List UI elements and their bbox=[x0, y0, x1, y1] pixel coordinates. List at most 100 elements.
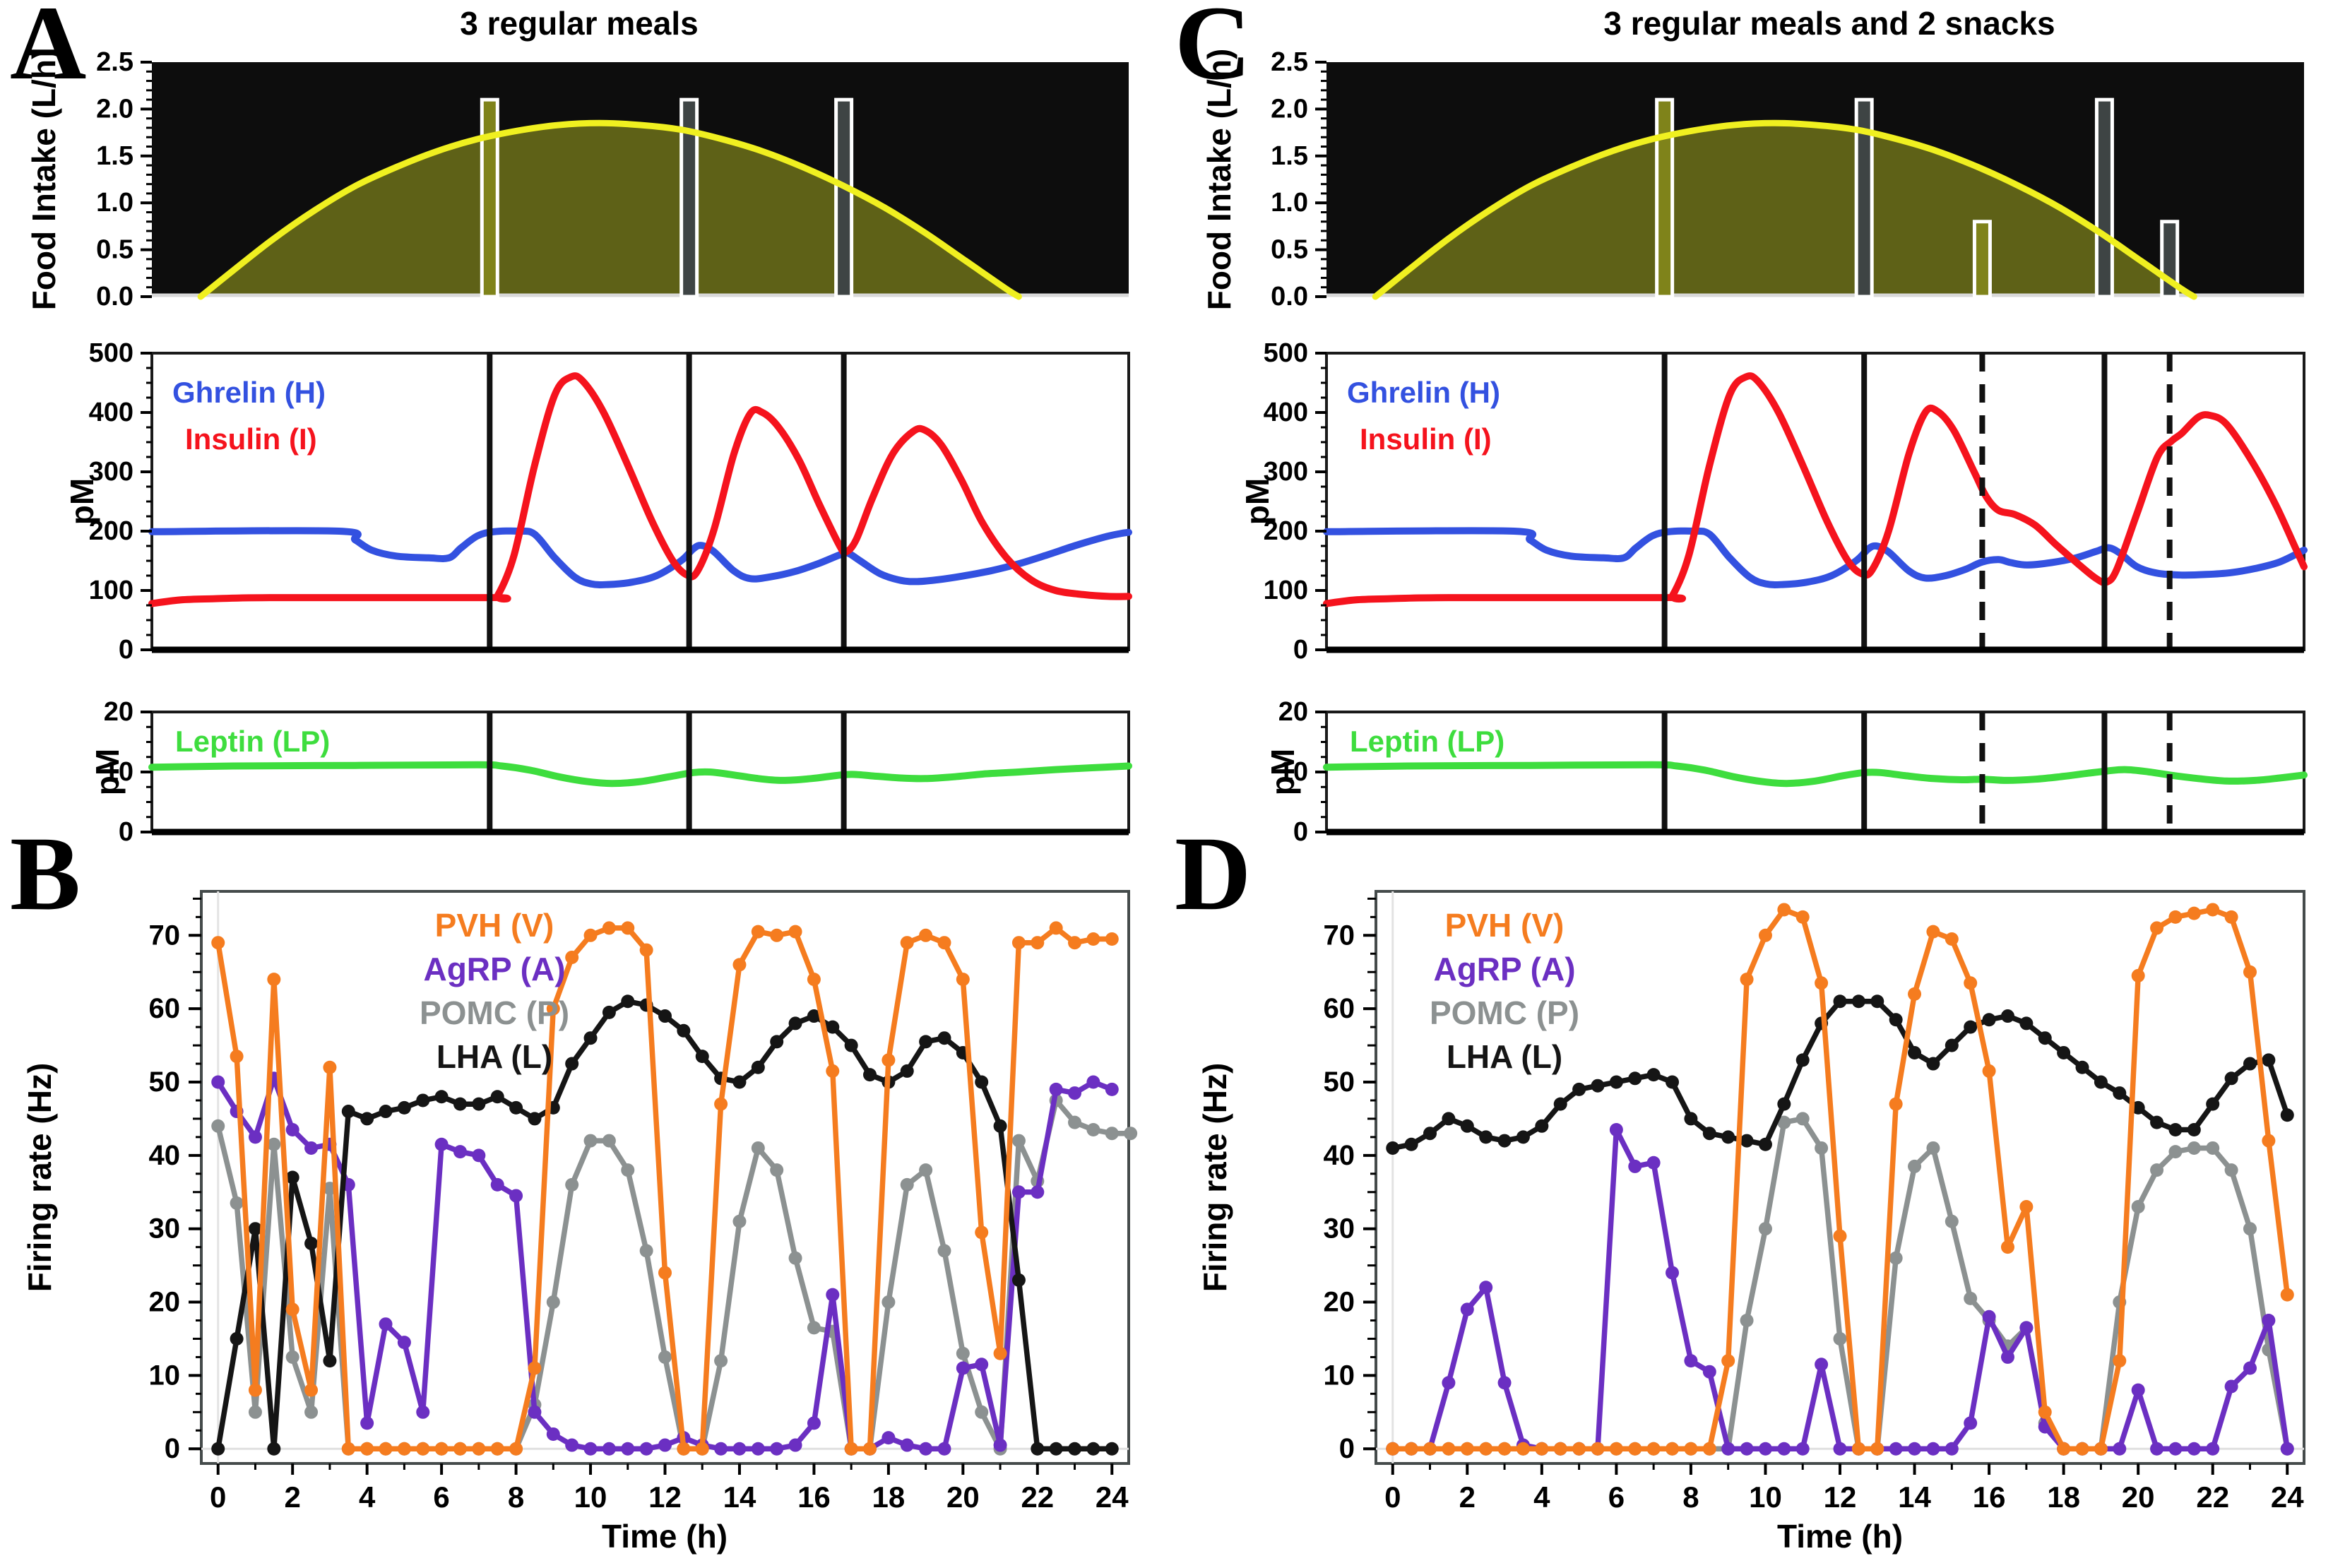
svg-text:12: 12 bbox=[1824, 1480, 1857, 1514]
svg-text:2.0: 2.0 bbox=[1271, 94, 1308, 124]
series-Insulin (I) bbox=[1323, 372, 2308, 607]
legend-pomc-d: POMC (P) bbox=[1429, 994, 1580, 1031]
svg-text:20: 20 bbox=[1278, 697, 1308, 727]
legend-pvh-d: PVH (V) bbox=[1444, 907, 1565, 944]
svg-text:10: 10 bbox=[1749, 1480, 1782, 1514]
svg-text:50: 50 bbox=[1324, 1067, 1355, 1098]
svg-text:70: 70 bbox=[149, 920, 181, 951]
svg-text:18: 18 bbox=[2047, 1480, 2080, 1514]
chart-A-food: 0.0 0.5 1.0 1.5 2.0 2.5 bbox=[96, 47, 1129, 311]
svg-text:20: 20 bbox=[2122, 1480, 2155, 1514]
svg-text:30: 30 bbox=[1324, 1213, 1355, 1245]
legend-agrp-b: AgRP (A) bbox=[423, 951, 566, 987]
panel-letter-d: D bbox=[1175, 815, 1252, 932]
svg-text:400: 400 bbox=[1264, 398, 1308, 427]
svg-text:300: 300 bbox=[1264, 457, 1308, 487]
meal-bar bbox=[1655, 97, 1675, 299]
axis-label-food-a: Food Intake (L/h) bbox=[25, 48, 62, 311]
svg-text:60: 60 bbox=[1324, 993, 1355, 1024]
svg-text:1.5: 1.5 bbox=[1271, 141, 1308, 171]
svg-text:2.5: 2.5 bbox=[1271, 47, 1308, 77]
svg-text:22: 22 bbox=[1021, 1480, 1054, 1514]
snack-bar bbox=[1972, 220, 1992, 299]
svg-text:10: 10 bbox=[1278, 757, 1308, 787]
svg-text:100: 100 bbox=[1264, 576, 1308, 605]
axis-label-food-c: Food Intake (L/h) bbox=[1201, 48, 1237, 311]
svg-text:40: 40 bbox=[1324, 1140, 1355, 1171]
svg-text:8: 8 bbox=[1682, 1480, 1699, 1514]
panel-c-title: 3 regular meals and 2 snacks bbox=[1603, 5, 2055, 42]
svg-text:8: 8 bbox=[508, 1480, 524, 1514]
legend-lha-d: LHA (L) bbox=[1446, 1038, 1563, 1075]
svg-text:24: 24 bbox=[2271, 1480, 2304, 1514]
svg-text:1.0: 1.0 bbox=[96, 188, 133, 218]
legend-insulin-a: Insulin (I) bbox=[185, 422, 317, 456]
axis-label-pm-c: pM bbox=[1239, 477, 1276, 525]
svg-text:0: 0 bbox=[165, 1433, 180, 1464]
svg-text:0: 0 bbox=[1384, 1480, 1401, 1514]
axis-label-firing-d: Firing rate (Hz) bbox=[1197, 1062, 1233, 1293]
meal-bar bbox=[679, 97, 699, 299]
legend-ghrelin-a: Ghrelin (H) bbox=[172, 376, 326, 409]
svg-text:6: 6 bbox=[1608, 1480, 1625, 1514]
svg-text:6: 6 bbox=[433, 1480, 449, 1514]
chart-C-horm: 0 100 200 300 400 500 bbox=[1264, 338, 2308, 665]
chart-C-food: 0.0 0.5 1.0 1.5 2.0 2.5 bbox=[1271, 47, 2304, 311]
svg-text:10: 10 bbox=[104, 757, 133, 787]
meal-bar bbox=[2094, 97, 2114, 299]
axis-label-pm-c-leptin: pM bbox=[1264, 748, 1301, 796]
svg-text:2: 2 bbox=[1459, 1480, 1476, 1514]
svg-text:2.0: 2.0 bbox=[96, 94, 133, 124]
svg-text:1.0: 1.0 bbox=[1271, 188, 1308, 218]
svg-text:2.5: 2.5 bbox=[96, 47, 133, 77]
svg-text:0: 0 bbox=[1293, 817, 1308, 847]
legend-pvh-b: PVH (V) bbox=[434, 907, 554, 944]
axis-label-time-b: Time (h) bbox=[601, 1518, 728, 1555]
svg-text:0.0: 0.0 bbox=[1271, 282, 1308, 311]
svg-text:2: 2 bbox=[285, 1480, 301, 1514]
svg-text:18: 18 bbox=[872, 1480, 906, 1514]
svg-text:16: 16 bbox=[1973, 1480, 2006, 1514]
legend-leptin-c: Leptin (LP) bbox=[1350, 725, 1505, 758]
svg-text:500: 500 bbox=[1264, 338, 1308, 368]
svg-text:24: 24 bbox=[1096, 1480, 1129, 1514]
chart-A-lep: 0 10 20 bbox=[104, 697, 1132, 847]
svg-text:100: 100 bbox=[89, 576, 133, 605]
svg-text:50: 50 bbox=[149, 1067, 181, 1098]
axis-label-time-d: Time (h) bbox=[1776, 1518, 1904, 1555]
series-Ghrelin (H) bbox=[148, 527, 1132, 588]
svg-text:10: 10 bbox=[574, 1480, 607, 1514]
svg-text:0.5: 0.5 bbox=[1271, 235, 1308, 265]
panel-a-title: 3 regular meals bbox=[460, 5, 699, 42]
svg-text:0.5: 0.5 bbox=[96, 235, 133, 265]
svg-text:4: 4 bbox=[359, 1480, 376, 1514]
svg-text:20: 20 bbox=[149, 1287, 181, 1318]
svg-text:500: 500 bbox=[89, 338, 133, 368]
axis-label-firing-b: Firing rate (Hz) bbox=[21, 1062, 58, 1293]
panel-letter-a: A bbox=[10, 0, 87, 102]
svg-text:16: 16 bbox=[797, 1480, 831, 1514]
svg-text:400: 400 bbox=[89, 398, 133, 427]
svg-text:20: 20 bbox=[1324, 1287, 1355, 1318]
svg-text:70: 70 bbox=[1324, 920, 1355, 951]
svg-text:30: 30 bbox=[149, 1213, 181, 1245]
svg-text:20: 20 bbox=[104, 697, 133, 727]
legend-leptin-a: Leptin (LP) bbox=[175, 725, 331, 758]
meal-bar bbox=[480, 97, 499, 299]
legend-insulin-c: Insulin (I) bbox=[1360, 422, 1492, 456]
chart-C-lep: 0 10 20 bbox=[1278, 697, 2308, 847]
series-Insulin (I) bbox=[148, 372, 1132, 607]
svg-text:300: 300 bbox=[89, 457, 133, 487]
svg-text:0.0: 0.0 bbox=[96, 282, 133, 311]
svg-text:4: 4 bbox=[1533, 1480, 1550, 1514]
svg-text:1.5: 1.5 bbox=[96, 141, 133, 171]
svg-text:0: 0 bbox=[119, 635, 133, 665]
legend-pomc-b: POMC (P) bbox=[419, 994, 570, 1031]
svg-text:22: 22 bbox=[2196, 1480, 2229, 1514]
panel-letter-c: C bbox=[1175, 0, 1252, 102]
legend-lha-b: LHA (L) bbox=[436, 1038, 553, 1075]
svg-text:14: 14 bbox=[1898, 1480, 1931, 1514]
